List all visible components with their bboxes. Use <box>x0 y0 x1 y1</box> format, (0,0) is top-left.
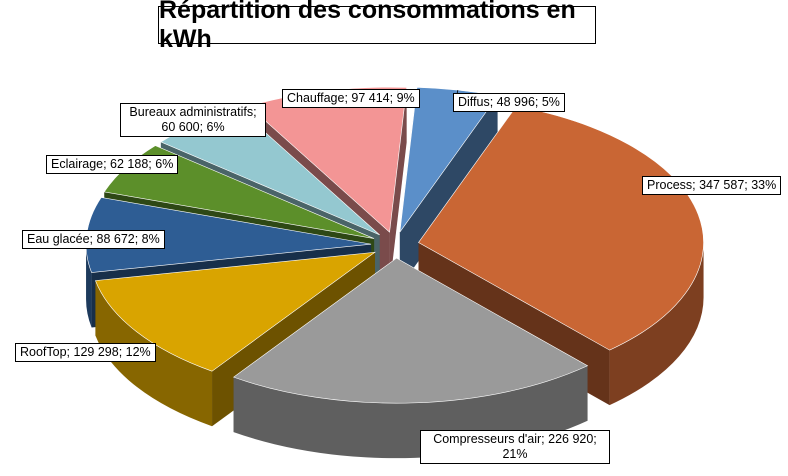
data-label-compresseurs: Compresseurs d'air; 226 920; 21% <box>420 430 610 464</box>
data-label-chauffage: Chauffage; 97 414; 9% <box>282 89 420 108</box>
chart-title: Répartition des consommations en kWh <box>158 0 596 53</box>
pie-top-faces <box>85 86 704 404</box>
data-label-process: Process; 347 587; 33% <box>642 176 782 195</box>
pie-slice-rooftop <box>95 251 376 372</box>
data-label-eau-glacee: Eau glacée; 88 672; 8% <box>22 230 165 249</box>
data-label-bureaux: Bureaux administratifs; 60 600; 6% <box>120 103 266 137</box>
pie-slice-side-eau-glacee-outer <box>86 244 92 328</box>
pie-slice-process <box>418 105 704 351</box>
pie-slice-side-chauffage-wall-end <box>389 87 407 288</box>
data-label-diffus: Diffus; 48 996; 5% <box>453 93 565 112</box>
data-label-eclairage: Eclairage; 62 188; 6% <box>46 155 179 174</box>
pie-slice-side-process-outer <box>609 242 704 406</box>
pie-slice-compresseurs-d-air <box>232 257 589 404</box>
data-label-rooftop: RoofTop; 129 298; 12% <box>15 343 156 362</box>
